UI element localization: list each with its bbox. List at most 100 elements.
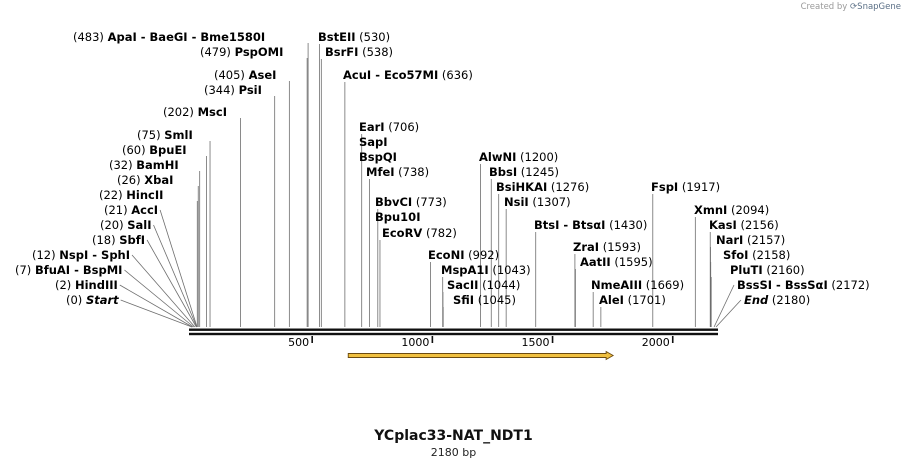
site-position: (1593) [599,240,641,254]
enzyme-name: NspI [59,248,88,262]
enzyme-name: Start [86,293,119,307]
site-position: (32) [109,158,136,172]
enzyme-name: BpuEI [149,143,186,157]
enzyme-name: MspA1I [441,263,489,277]
site-label: (12) NspI - SphI [32,248,130,262]
site-position: (0) [66,293,86,307]
enzyme-name: Eco57MI [384,68,438,82]
site-label: ZraI (1593) [573,240,641,254]
site-label: EcoNI (992) [428,248,499,262]
site-position: (738) [395,165,430,179]
site-position: (773) [412,195,447,209]
enzyme-name: BsiHKAI [496,180,547,194]
site-position: (1200) [516,150,558,164]
site-position: (405) [214,68,249,82]
site-label: SapI [359,135,388,149]
site-position: (22) [99,188,126,202]
backbone-bottom [189,332,718,336]
leader-line [713,284,735,328]
site-label: (21) AccI [104,203,158,217]
site-label: (344) PsiI [204,83,262,97]
site-position: (2160) [763,263,805,277]
enzyme-name: AlwNI [479,150,516,164]
enzyme-name: AcuI [343,68,371,82]
site-label: (20) SalI [100,218,152,232]
site-position: (18) [92,233,119,247]
enzyme-name: BstEII [318,30,356,44]
site-position: (479) [200,45,235,59]
enzyme-name: AseI [249,68,277,82]
site-label: (0) Start [66,293,119,307]
enzyme-name: AccI [131,203,158,217]
site-position: (2156) [737,218,779,232]
site-position: (2) [55,278,75,292]
enzyme-name: NmeAIII [591,278,642,292]
enzyme-name: BfuAI [35,263,70,277]
enzyme-name: SfiI [453,293,474,307]
site-position: (1307) [529,195,571,209]
backbone-top [189,328,718,331]
site-position: (75) [137,128,164,142]
leader-line [120,299,193,328]
credit-brand: SnapGene [857,2,901,12]
feature-arrow [347,350,615,361]
credit: Created by ⟳SnapGene [801,2,901,12]
enzyme-name: ZraI [573,240,599,254]
enzyme-name: EcoRV [382,226,422,240]
site-label: (18) SbfI [92,233,145,247]
site-label: PluTI (2160) [730,263,805,277]
site-position: (1245) [517,165,559,179]
enzyme-name: AleI [599,293,624,307]
scale-tick-label: 500 [288,336,309,349]
enzyme-name: BamHI [136,158,178,172]
site-position: (344) [204,83,239,97]
leader-line [153,224,198,328]
enzyme-name: Bpu10I [375,210,420,224]
enzyme-name: NarI [716,233,743,247]
site-label: (26) XbaI [117,173,173,187]
site-label: NsiI (1307) [504,195,571,209]
site-label: (22) HincII [99,188,163,202]
site-position: (1701) [624,293,666,307]
leader-line [131,254,196,328]
site-position: (21) [104,203,131,217]
site-label: SacII (1044) [447,278,520,292]
leader-line [119,284,193,328]
site-position: (538) [358,45,393,59]
enzyme-name: KasI [709,218,737,232]
site-position: (26) [117,173,144,187]
scale-tick-label: 2000 [642,336,670,349]
enzyme-name: ApaI [108,30,137,44]
site-label: (483) ApaI - BaeGI - Bme1580I [73,30,265,44]
site-label: AlwNI (1200) [479,150,558,164]
enzyme-name: EcoNI [428,248,464,262]
site-position: (60) [122,143,149,157]
site-position: (2172) [828,278,870,292]
site-label: BspQI [359,150,397,164]
leader-line [146,239,197,328]
enzyme-name: BssSI [737,278,772,292]
plasmid-name: YCplac33-NAT_NDT1 [374,428,533,444]
site-label: BsrFI (538) [325,45,393,59]
site-label: (75) SmlI [137,128,193,142]
site-separator: - [559,218,572,232]
leader-line [124,269,194,328]
enzyme-name: XbaI [144,173,173,187]
enzyme-name: BbsI [489,165,517,179]
snapgene-logo-icon: ⟳ [850,2,858,12]
site-position: (483) [73,30,108,44]
site-position: (1669) [642,278,684,292]
site-label: (32) BamHI [109,158,179,172]
site-position: (202) [163,105,198,119]
enzyme-name: PluTI [730,263,763,277]
credit-prefix: Created by [800,2,848,12]
leader-line [715,299,742,328]
enzyme-name: SfoI [723,248,748,262]
enzyme-name: BssSαI [785,278,828,292]
enzyme-name: BtsI [534,218,559,232]
site-separator: - [371,68,384,82]
site-label: NmeAIII (1669) [591,278,684,292]
site-label: (7) BfuAI - BspMI [15,263,122,277]
enzyme-name: BsrFI [325,45,358,59]
site-label: BtsI - BtsαI (1430) [534,218,647,232]
